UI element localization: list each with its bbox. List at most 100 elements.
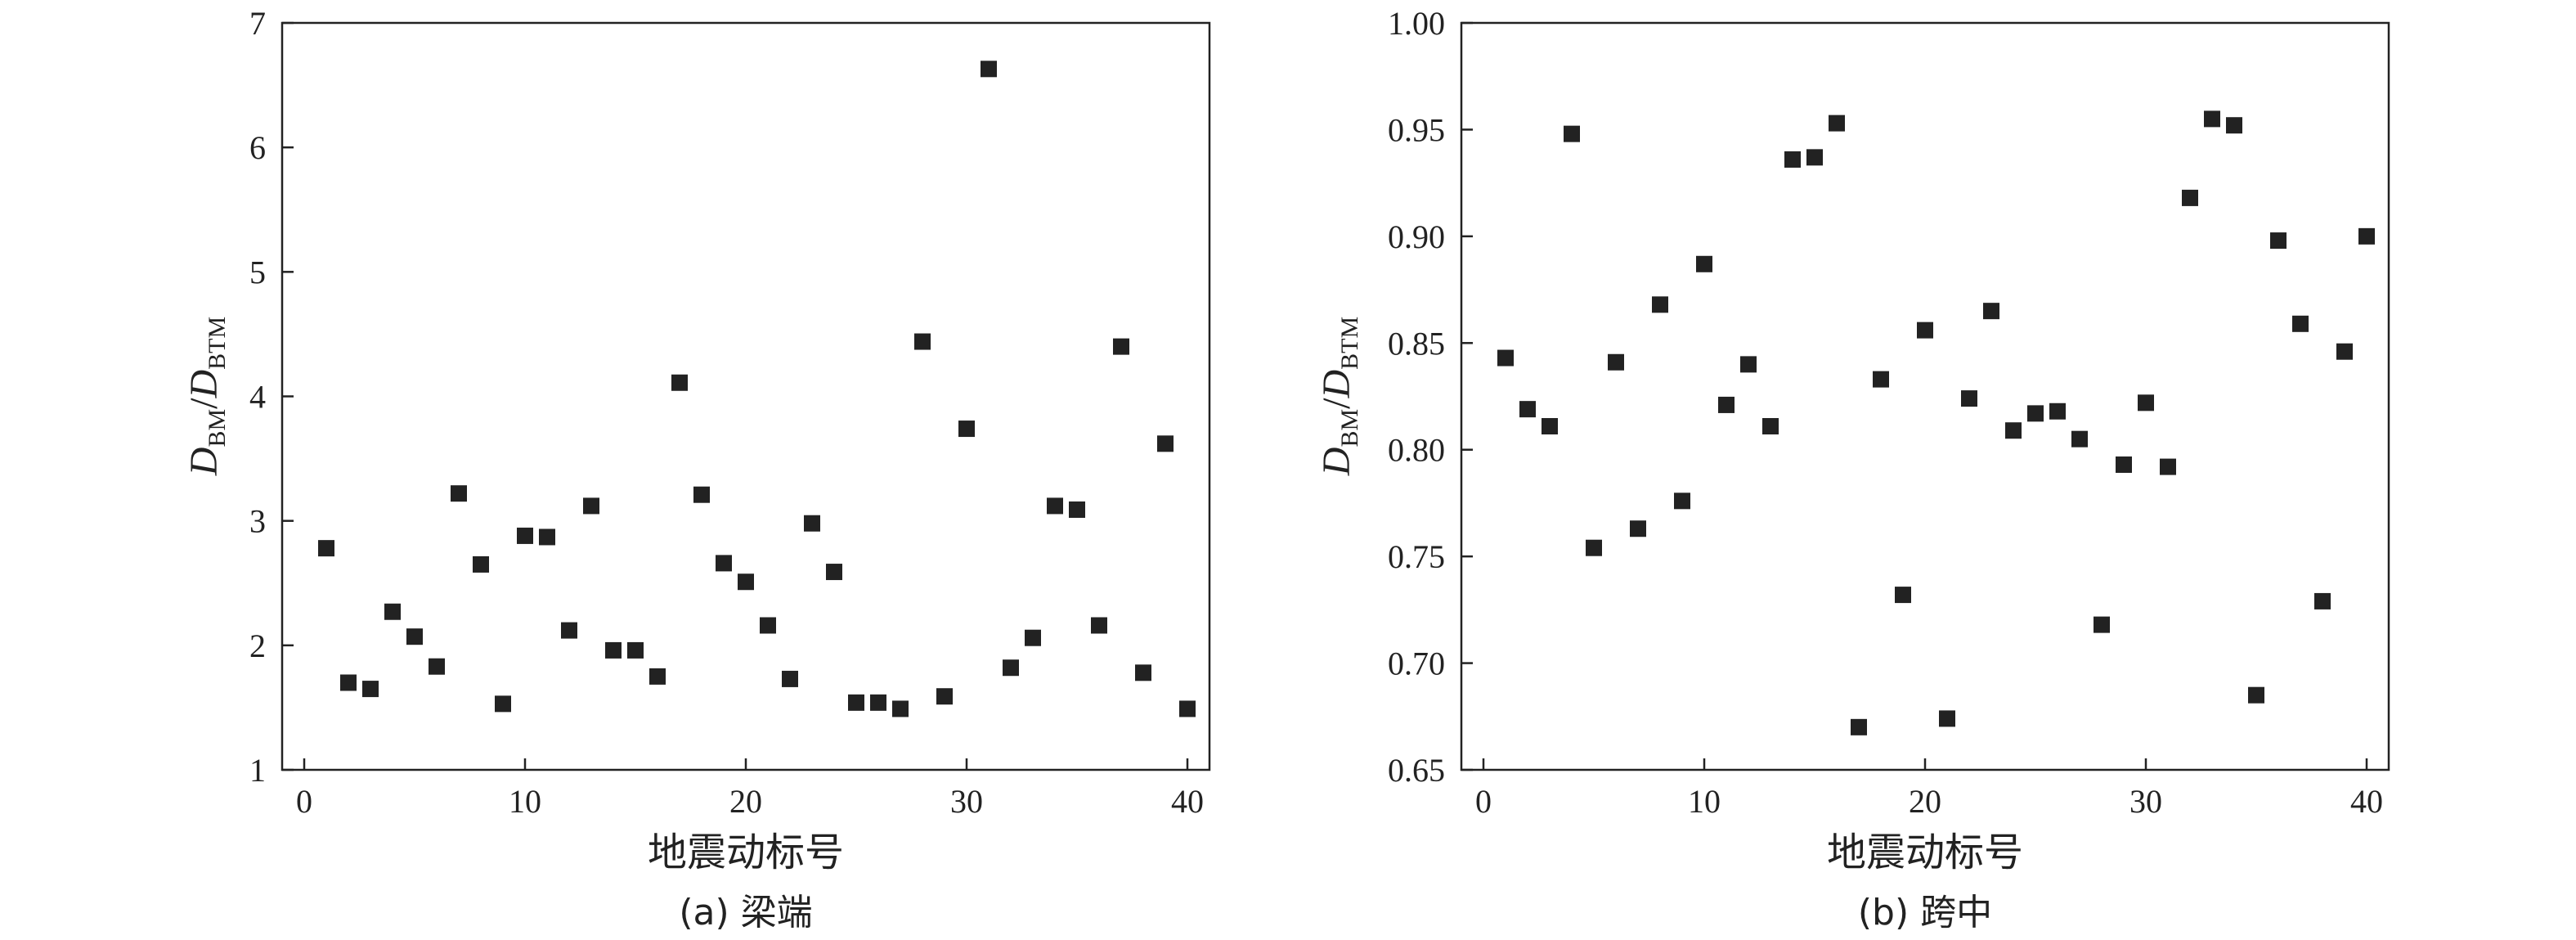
panel-a-y-tick-label: 7 bbox=[249, 5, 266, 42]
panel-b-data-point bbox=[1939, 710, 1955, 727]
panel-b-data-point bbox=[2116, 456, 2132, 473]
panel-b-x-tick-label: 0 bbox=[1475, 783, 1492, 820]
panel-a-data-point bbox=[1179, 700, 1196, 717]
panel-a-data-point bbox=[716, 555, 732, 572]
panel-b-points bbox=[1497, 110, 2375, 735]
panel-a-data-point bbox=[649, 668, 666, 685]
panel-b-data-point bbox=[1630, 520, 1646, 537]
panel-b-data-point bbox=[1961, 390, 1977, 407]
panel-b-y-tick-label: 0.70 bbox=[1388, 645, 1445, 682]
panel-a-data-point bbox=[671, 374, 688, 391]
panel-a-data-point bbox=[1113, 338, 1129, 355]
panel-b-y-tick-label: 0.80 bbox=[1388, 432, 1445, 469]
panel-b-mid-span: 0 10 20 30 40 0.65 0.70 0.75 0.80 0.85 0.90 0.95 1.0… bbox=[1315, 5, 2390, 933]
panel-b-data-point bbox=[1519, 401, 1536, 418]
panel-a-data-point bbox=[848, 694, 864, 711]
panel-b-y-tick-label: 0.75 bbox=[1388, 538, 1445, 575]
panel-b-data-point bbox=[1829, 115, 1845, 132]
panel-b-y-tick-label: 0.65 bbox=[1388, 752, 1445, 789]
panel-b-data-point bbox=[2094, 616, 2110, 633]
panel-b-data-point bbox=[2270, 232, 2287, 250]
panel-a-data-point bbox=[870, 694, 886, 711]
panel-b-data-point bbox=[2138, 394, 2154, 412]
panel-a-data-point bbox=[981, 61, 997, 78]
panel-a-data-point bbox=[1091, 617, 1107, 634]
panel-a-y-tick-label: 4 bbox=[249, 379, 266, 416]
panel-a-y-tick-label: 1 bbox=[249, 752, 266, 789]
panel-a-data-point bbox=[473, 555, 489, 573]
panel-a-data-point bbox=[738, 573, 754, 591]
panel-a-y-axis-label: DBM/DBTM bbox=[182, 317, 231, 476]
panel-b-data-point bbox=[1740, 356, 1757, 373]
panel-a-ylabel-slash: / bbox=[182, 398, 226, 409]
panel-b-ylabel-sub2: BTM bbox=[1336, 317, 1363, 370]
panel-b-y-axis-label: DBM/DBTM bbox=[1315, 317, 1363, 476]
panel-b-data-point bbox=[2336, 343, 2353, 360]
panel-a-y-tick-label: 2 bbox=[249, 627, 266, 664]
panel-b-data-point bbox=[2049, 403, 2066, 420]
panel-a-x-axis-label: 地震动标号 bbox=[648, 831, 844, 875]
panel-b-x-tick-label: 30 bbox=[2129, 783, 2162, 820]
panel-b-data-point bbox=[2027, 405, 2044, 422]
panel-b-data-point bbox=[1784, 151, 1801, 168]
panel-a-data-point bbox=[406, 628, 423, 645]
panel-b-y-tick-label: 0.95 bbox=[1388, 111, 1445, 148]
panel-b-ylabel-slash: / bbox=[1315, 398, 1358, 409]
panel-b-data-point bbox=[2160, 458, 2176, 475]
panel-b-data-point bbox=[1718, 396, 1735, 413]
panel-b-ticks: 0 10 20 30 40 0.65 0.70 0.75 0.80 0.85 0.90 0.95 1.0… bbox=[1388, 5, 2383, 820]
panel-b-data-point bbox=[2292, 315, 2309, 332]
panel-b-data-point bbox=[1762, 418, 1779, 435]
panel-b-data-point bbox=[1851, 718, 1867, 735]
panel-a-data-point bbox=[760, 617, 776, 634]
panel-b-data-point bbox=[2204, 110, 2220, 128]
panel-a-y-tick-label: 5 bbox=[249, 254, 266, 290]
panel-a-data-point bbox=[1025, 629, 1041, 646]
panel-b-data-point bbox=[1895, 587, 1911, 604]
panel-a-caption: (a) 梁端 bbox=[679, 892, 812, 933]
panel-b-ylabel-main1: D bbox=[1315, 448, 1358, 477]
panel-a-data-point bbox=[340, 674, 357, 691]
panel-a-ylabel-sub1: BM bbox=[204, 409, 231, 448]
panel-b-data-point bbox=[1608, 353, 1624, 371]
panel-b-data-point bbox=[2226, 117, 2242, 134]
panel-a-data-point bbox=[583, 497, 599, 515]
panel-b-data-point bbox=[1696, 255, 1712, 272]
panel-a-data-point bbox=[936, 688, 953, 705]
panel-a-data-point bbox=[384, 603, 401, 620]
panel-b-plot-frame bbox=[1460, 21, 2390, 771]
panel-a-data-point bbox=[892, 700, 909, 717]
panel-a-data-point bbox=[627, 641, 644, 659]
panel-b-y-tick-label: 1.00 bbox=[1388, 5, 1445, 42]
panel-a-data-point bbox=[362, 681, 379, 698]
panel-b-data-point bbox=[1542, 418, 1558, 435]
panel-a-data-point bbox=[1047, 497, 1063, 515]
panel-b-data-point bbox=[1806, 149, 1823, 166]
panel-a-y-tick-label: 6 bbox=[249, 129, 266, 166]
panel-b-x-tick-label: 40 bbox=[2350, 783, 2383, 820]
panel-a-data-point bbox=[958, 421, 975, 438]
panel-b-y-tick-label: 0.85 bbox=[1388, 325, 1445, 362]
panel-a-ticks: 0 10 20 30 40 1 2 3 4 5 6 7 bbox=[249, 5, 1204, 820]
panel-a-data-point bbox=[318, 540, 334, 557]
panel-a-ylabel-main1: D bbox=[182, 448, 226, 477]
panel-a-ylabel-main2: D bbox=[182, 370, 226, 399]
panel-a-data-point bbox=[605, 641, 622, 659]
panel-a-x-tick-label: 10 bbox=[509, 783, 541, 820]
panel-a-data-point bbox=[451, 485, 467, 502]
panel-a-data-point bbox=[495, 695, 511, 713]
panel-b-ylabel-main2: D bbox=[1315, 370, 1358, 399]
panel-b-data-point bbox=[2182, 189, 2198, 206]
panel-b-data-point bbox=[2314, 592, 2331, 609]
panel-b-data-point bbox=[2071, 430, 2088, 448]
panel-a-data-point bbox=[914, 333, 931, 350]
panel-a-data-point bbox=[826, 564, 842, 581]
panel-a-points bbox=[318, 61, 1196, 717]
panel-a-ylabel-sub2: BTM bbox=[204, 317, 231, 370]
panel-b-data-point bbox=[1586, 539, 1602, 556]
panel-b-data-point bbox=[1652, 296, 1668, 313]
panel-b-data-point bbox=[1674, 492, 1690, 510]
panel-b-x-axis-label: 地震动标号 bbox=[1827, 831, 2023, 875]
